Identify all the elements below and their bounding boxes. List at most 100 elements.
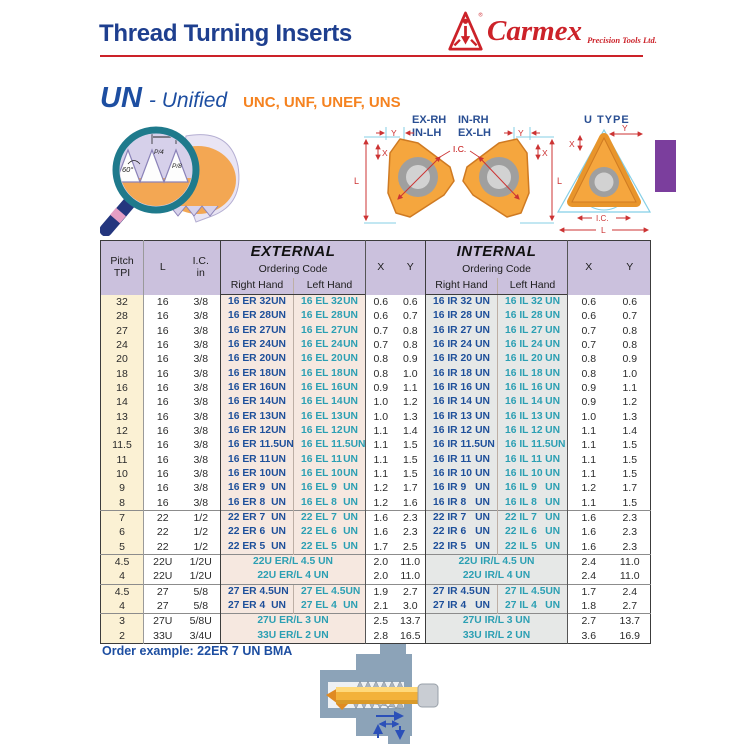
l-cell: 16 bbox=[156, 295, 169, 308]
registered-mark: ® bbox=[478, 12, 482, 19]
table-row: 32 16 3/8 16 ER 32 UN 16 EL 32 UN 0.6 0.6 16 IR 3… bbox=[100, 294, 651, 310]
ordering-code-external-lh: 22 EL 7 UN bbox=[293, 509, 366, 526]
ordering-code-internal-lh: 27 IL 4 UN bbox=[496, 598, 568, 614]
ordering-code-internal-lh: 22 IL 5 UN bbox=[496, 539, 568, 555]
carmex-triangle-logo-icon: ® bbox=[448, 11, 483, 51]
table-row: 2 33U 3/4U 33U ER/L 2 UN 2.8 16.5 33U IR/L 2 U… bbox=[100, 628, 651, 644]
ic-cell: 3/8 bbox=[193, 367, 209, 380]
ordering-code-internal: 22U IR/L 4.5 UN bbox=[424, 553, 568, 570]
pitch-cell: 20 bbox=[100, 352, 144, 367]
ordering-code-external-rh: 22 ER 7 UN bbox=[220, 509, 294, 526]
ordering-code-internal-lh: 22 IL 7 UN bbox=[496, 509, 568, 526]
ordering-code-internal-lh: 16 IL 16 UN bbox=[496, 380, 568, 396]
l-cell: 16 bbox=[156, 353, 169, 366]
y-cell-internal: 0.8 bbox=[622, 324, 638, 337]
ordering-code-external-rh: 16 ER 14 UN bbox=[220, 395, 294, 410]
ordering-code-external-rh: 16 ER 11 UN bbox=[220, 452, 294, 467]
pitch-cell: 14 bbox=[100, 395, 144, 410]
ordering-code-internal-lh: 16 IL 12 UN bbox=[496, 423, 568, 439]
ordering-code-internal-lh: 16 IL 27 UN bbox=[496, 323, 568, 338]
table-row: 27 16 3/8 16 ER 27 UN 16 EL 27 UN 0.7 0.8 16 IR 2… bbox=[100, 323, 651, 338]
y-cell-internal: 1.1 bbox=[622, 381, 638, 394]
col-header-x-external: X bbox=[365, 240, 396, 295]
x-cell-internal: 1.0 bbox=[567, 409, 610, 424]
table-row: 16 16 3/8 16 ER 16 UN 16 EL 16 UN 0.9 1.1 16 IR 1… bbox=[100, 380, 651, 396]
dim-label-y: Y bbox=[518, 128, 524, 138]
ordering-code-external-lh: 27 EL 4.5 UN bbox=[293, 583, 366, 599]
ordering-code-internal-rh: 16 IR 24 UN bbox=[425, 337, 498, 353]
y-cell-external: 0.9 bbox=[402, 353, 418, 366]
x-cell-internal: 1.8 bbox=[567, 598, 610, 614]
section-header-external: EXTERNAL bbox=[220, 240, 366, 263]
l-cell: 16 bbox=[156, 439, 169, 452]
col-header-l: L bbox=[143, 240, 182, 295]
insert-specification-table: Pitch TPI L I.C. in EXTERNAL X Y INTERNAL … bbox=[100, 240, 652, 644]
ordering-code-internal-lh: 16 IL 24 UN bbox=[496, 337, 568, 353]
ordering-code-internal-rh: 16 IR 8 UN bbox=[425, 495, 498, 511]
x-cell-external: 1.6 bbox=[365, 525, 396, 540]
pitch-cell: 27 bbox=[100, 323, 144, 338]
ordering-code-external-lh: 16 EL 32 UN bbox=[293, 294, 366, 310]
y-cell-internal: 2.7 bbox=[622, 599, 638, 612]
dim-label-x: X bbox=[382, 148, 388, 158]
ordering-code-internal: 33U IR/L 2 UN bbox=[424, 628, 568, 644]
dim-label-x: X bbox=[542, 148, 548, 158]
table-row: 11.5 16 3/8 16 ER 11.5 UN 16 EL 11.5 UN 1.1 1.5 1… bbox=[100, 438, 651, 453]
ordering-code-internal-lh: 16 IL 28 UN bbox=[496, 309, 568, 324]
x-cell-external: 0.6 bbox=[365, 309, 396, 324]
ordering-code-external-lh: 16 EL 11.5 UN bbox=[293, 438, 366, 453]
ordering-code-internal-rh: 16 IR 11 UN bbox=[425, 452, 498, 467]
y-cell-internal: 1.5 bbox=[622, 496, 638, 509]
x-cell-external: 1.1 bbox=[365, 452, 396, 467]
x-cell-external: 0.9 bbox=[365, 380, 396, 396]
ordering-code-internal-rh: 16 IR 13 UN bbox=[425, 409, 498, 424]
ic-cell: 3/8 bbox=[193, 467, 209, 480]
pitch-cell: 3 bbox=[100, 613, 144, 629]
y-cell-external: 0.8 bbox=[402, 339, 418, 351]
y-cell-external: 0.8 bbox=[402, 324, 418, 337]
y-cell-external: 1.6 bbox=[402, 496, 418, 509]
ordering-code-internal-rh: 22 IR 7 UN bbox=[425, 509, 498, 526]
table-row: 9 16 3/8 16 ER 9 UN 16 EL 9 UN 1.2 1.7 16 IR 9 UN 1… bbox=[100, 481, 651, 496]
x-cell-internal: 0.9 bbox=[567, 395, 610, 410]
l-cell: 27 bbox=[156, 599, 169, 612]
ordering-code-internal-rh: 27 IR 4.5 UN bbox=[425, 583, 498, 599]
ordering-code-header-external: Ordering Code bbox=[220, 262, 366, 278]
ordering-code-internal: 27U IR/L 3 UN bbox=[424, 613, 568, 629]
y-cell-internal: 0.6 bbox=[622, 295, 638, 308]
ic-cell: 3/8 bbox=[193, 381, 209, 394]
y-cell-internal: 1.7 bbox=[622, 482, 638, 495]
ordering-code-internal-rh: 16 IR 18 UN bbox=[425, 366, 498, 381]
l-cell: 33U bbox=[153, 629, 173, 642]
y-cell-internal: 13.7 bbox=[609, 613, 651, 629]
y-cell-external: 1.2 bbox=[402, 396, 418, 409]
pitch-cell: 12 bbox=[100, 423, 144, 439]
x-cell-internal: 1.1 bbox=[567, 495, 610, 511]
x-cell-internal: 2.4 bbox=[567, 553, 610, 570]
y-cell-external: 1.5 bbox=[402, 453, 418, 466]
series-suffix: - Unified bbox=[148, 89, 228, 112]
ordering-code-internal-rh: 22 IR 6 UN bbox=[425, 525, 498, 540]
l-cell: 22 bbox=[156, 540, 169, 553]
ordering-code-external-rh: 16 ER 28 UN bbox=[220, 309, 294, 324]
x-cell-internal: 1.6 bbox=[567, 509, 610, 526]
y-cell-external: 2.3 bbox=[395, 509, 426, 526]
y-cell-external: 2.5 bbox=[402, 540, 418, 553]
table-row: 10 16 3/8 16 ER 10 UN 16 EL 10 UN 1.1 1.5 16 IR 1… bbox=[100, 466, 651, 482]
ordering-code-external-rh: 16 ER 9 UN bbox=[220, 481, 294, 496]
ordering-code-internal-rh: 16 IR 32 UN bbox=[425, 294, 498, 310]
x-cell-internal: 0.8 bbox=[567, 352, 610, 367]
x-cell-internal: 1.1 bbox=[567, 466, 610, 482]
y-cell-external: 16.5 bbox=[400, 629, 421, 642]
ordering-code-internal-rh: 16 IR 12 UN bbox=[425, 423, 498, 439]
ic-cell: 3/8 bbox=[193, 353, 209, 366]
series-heading: UN - Unified UNC, UNF, UNEF, UNS bbox=[100, 82, 401, 115]
table-row: 5 22 1/2 22 ER 5 UN 22 EL 5 UN 1.7 2.5 22 IR 5 UN 2… bbox=[100, 539, 651, 555]
label-u-type: U TYPE bbox=[584, 114, 630, 126]
header-divider bbox=[100, 55, 643, 57]
ic-cell: 3/8 bbox=[193, 339, 209, 351]
col-header-x-internal: X bbox=[567, 240, 610, 295]
ordering-code-external-rh: 27 ER 4 UN bbox=[220, 598, 294, 614]
y-cell-internal: 1.2 bbox=[622, 396, 638, 409]
ordering-code-external-lh: 16 EL 8 UN bbox=[293, 495, 366, 511]
